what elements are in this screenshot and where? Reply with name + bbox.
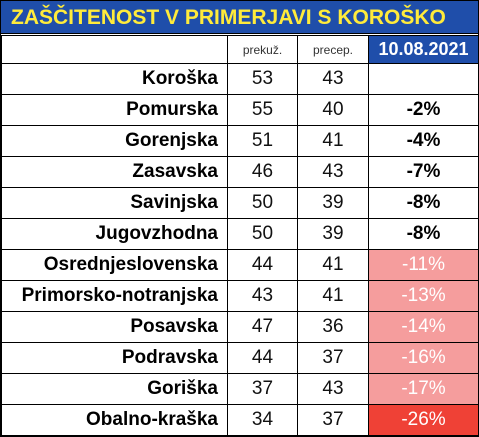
table-row: Obalno-kraška 34 37 -26% [1, 404, 479, 436]
table-row: Osrednjeslovenska 44 41 -11% [1, 249, 479, 281]
precep-value: 37 [297, 342, 369, 374]
region-name: Zasavska [1, 156, 228, 188]
precep-value: 41 [297, 249, 369, 281]
prekuz-value: 44 [227, 342, 298, 374]
precep-value: 41 [297, 125, 369, 157]
precep-value: 43 [297, 156, 369, 188]
diff-value: -7% [368, 156, 479, 188]
region-name: Jugovzhodna [1, 218, 228, 250]
table-title: ZAŠČITENOST V PRIMERJAVI S KOROŠKO [1, 1, 478, 34]
diff-value: -14% [368, 311, 479, 343]
precep-value: 41 [297, 280, 369, 312]
region-name: Gorenjska [1, 125, 228, 157]
precep-value: 39 [297, 218, 369, 250]
prekuz-value: 55 [227, 94, 298, 126]
prekuz-value: 50 [227, 187, 298, 219]
precep-value: 39 [297, 187, 369, 219]
header-prekuz: prekuž. [227, 35, 298, 64]
region-name: Podravska [1, 342, 228, 374]
table-row: Zasavska 46 43 -7% [1, 156, 479, 188]
diff-value: -8% [368, 187, 479, 219]
region-name: Osrednjeslovenska [1, 249, 228, 281]
header-date: 10.08.2021 [368, 35, 479, 64]
table-row: Savinjska 50 39 -8% [1, 187, 479, 219]
diff-value: -2% [368, 94, 479, 126]
prekuz-value: 44 [227, 249, 298, 281]
diff-value: -11% [368, 249, 479, 281]
header-region-empty [1, 35, 228, 64]
diff-value: -17% [368, 373, 479, 405]
prekuz-value: 46 [227, 156, 298, 188]
diff-value: -8% [368, 218, 479, 250]
table-row: Primorsko-notranjska 43 41 -13% [1, 280, 479, 312]
prekuz-value: 53 [227, 63, 298, 95]
region-name: Goriška [1, 373, 228, 405]
precep-value: 37 [297, 404, 369, 436]
region-name: Posavska [1, 311, 228, 343]
prekuz-value: 50 [227, 218, 298, 250]
table-row: Goriška 37 43 -17% [1, 373, 479, 405]
prekuz-value: 37 [227, 373, 298, 405]
prekuz-value: 51 [227, 125, 298, 157]
diff-value [368, 63, 479, 95]
prekuz-value: 43 [227, 280, 298, 312]
precep-value: 43 [297, 373, 369, 405]
region-name: Koroška [1, 63, 228, 95]
table-row: Pomurska 55 40 -2% [1, 94, 479, 126]
diff-value: -4% [368, 125, 479, 157]
precep-value: 43 [297, 63, 369, 95]
region-name: Obalno-kraška [1, 404, 228, 436]
header-row: prekuž. precep. 10.08.2021 [1, 35, 479, 64]
table-row: Gorenjska 51 41 -4% [1, 125, 479, 157]
prekuz-value: 34 [227, 404, 298, 436]
table-row: Posavska 47 36 -14% [1, 311, 479, 343]
prekuz-value: 47 [227, 311, 298, 343]
region-name: Pomurska [1, 94, 228, 126]
table-row: Jugovzhodna 50 39 -8% [1, 218, 479, 250]
precep-value: 36 [297, 311, 369, 343]
diff-value: -16% [368, 342, 479, 374]
precep-value: 40 [297, 94, 369, 126]
diff-value: -26% [368, 404, 479, 436]
region-name: Savinjska [1, 187, 228, 219]
table-row: Podravska 44 37 -16% [1, 342, 479, 374]
header-precep: precep. [297, 35, 369, 64]
diff-value: -13% [368, 280, 479, 312]
protection-table: prekuž. precep. 10.08.2021 Koroška 53 43… [1, 35, 479, 436]
table-row: Koroška 53 43 [1, 63, 479, 95]
region-name: Primorsko-notranjska [1, 280, 228, 312]
